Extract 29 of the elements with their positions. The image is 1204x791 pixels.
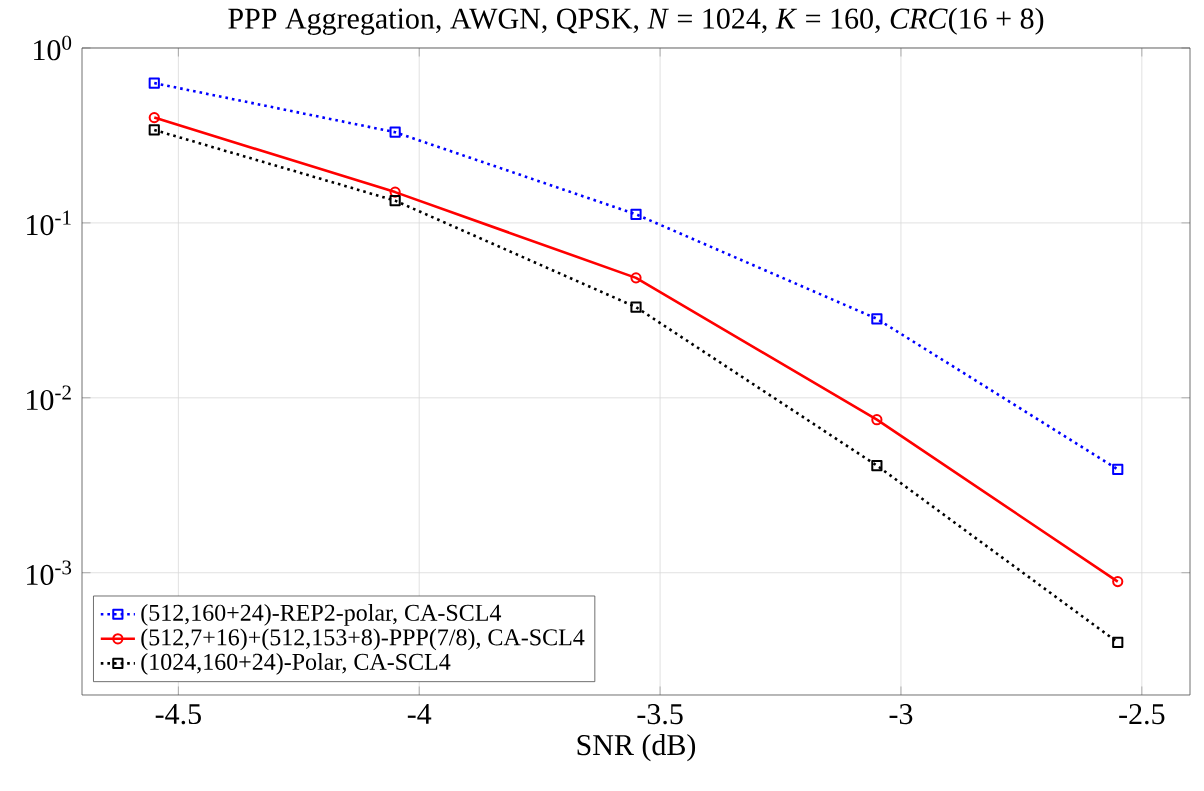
legend-label: (512,160+24)-REP2-polar, CA-SCL4	[141, 603, 502, 626]
y-tick-label: 10$^{0}$	[34, 35, 72, 61]
point	[1112, 575, 1124, 588]
x-tick-label: -2.5	[1119, 704, 1165, 725]
point	[1112, 636, 1124, 648]
point	[630, 272, 642, 284]
x-tick-label: -4	[407, 704, 432, 724]
point	[630, 208, 642, 220]
point	[630, 301, 642, 313]
point	[389, 186, 401, 198]
y-tick-label: 10$^{-3}$	[27, 560, 72, 586]
x-tick-label: -3	[889, 704, 913, 725]
point	[148, 124, 160, 136]
x-axis-title: SNR (dB)	[577, 734, 696, 762]
point	[148, 111, 160, 124]
point	[389, 126, 401, 138]
point	[871, 313, 883, 325]
point	[1112, 463, 1124, 475]
point	[871, 414, 883, 426]
chart-title: PPP Aggregation, AWGN, QPSK, N = 1024, K = 160, CRC(16 + 8)	[228, 7, 1044, 35]
y-tick-label: 10$^{-1}$	[27, 210, 71, 236]
x-tick-label: -3.5	[637, 704, 683, 725]
y-tick-label: 10$^{-2}$	[27, 385, 71, 411]
point	[871, 459, 883, 472]
legend-label: (1024,160+24)-Polar, CA-SCL4	[141, 653, 451, 675]
point	[389, 195, 401, 207]
point	[148, 77, 160, 89]
legend-label: (512,7+16)+(512,153+8)-PPP(7/8), CA-SCL4	[141, 628, 585, 651]
x-tick-label: -4.5	[155, 704, 201, 725]
